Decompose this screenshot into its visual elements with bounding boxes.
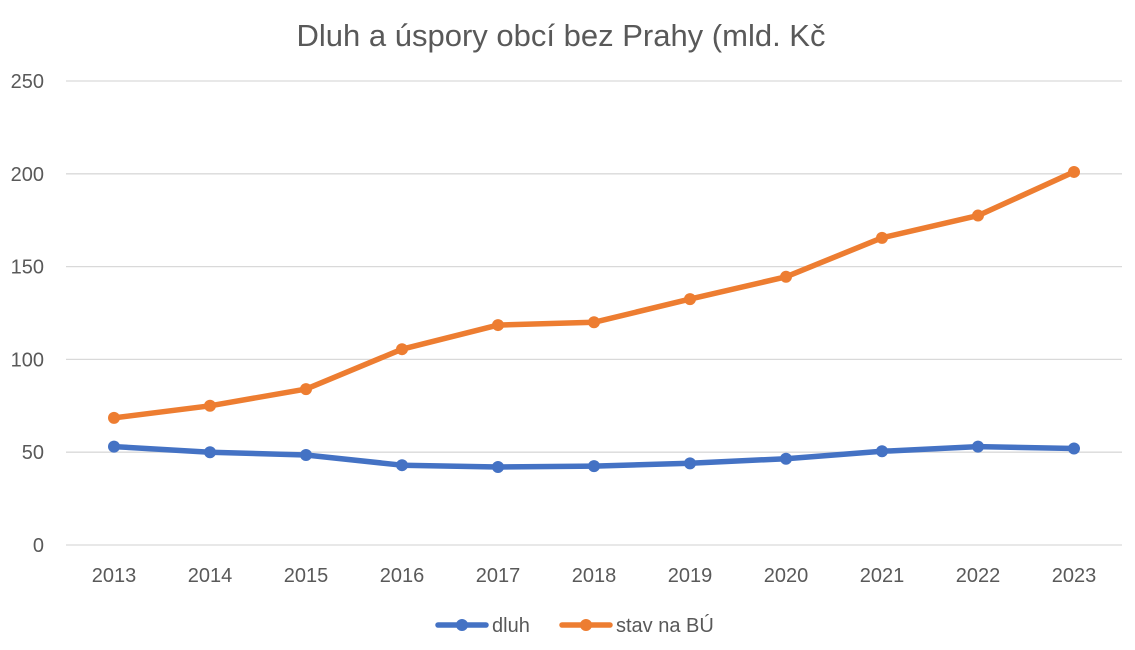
- data-point: [684, 457, 696, 470]
- y-axis-tick-labels: 0 50 100 150 200 250: [11, 71, 44, 557]
- data-point: [588, 316, 600, 329]
- data-point: [876, 445, 888, 458]
- x-tick-label: 2017: [476, 565, 521, 587]
- x-tick-label: 2018: [572, 565, 617, 587]
- legend-item: stav na BÚ: [559, 614, 714, 637]
- legend-label: dluh: [492, 615, 530, 637]
- data-point: [396, 459, 408, 472]
- y-tick-label: 50: [22, 442, 44, 464]
- data-point: [108, 411, 120, 424]
- data-point: [396, 343, 408, 356]
- data-point: [972, 440, 984, 453]
- data-point: [108, 440, 120, 453]
- y-tick-label: 250: [11, 71, 44, 93]
- data-point: [204, 399, 216, 412]
- x-tick-label: 2015: [284, 565, 329, 587]
- x-axis-tick-labels: 2013 2014 2015 2016 2017 2018 2019 2020 2021 2022…: [92, 565, 1097, 587]
- series-line: [111, 169, 1077, 421]
- data-point: [204, 446, 216, 459]
- x-tick-label: 2021: [860, 565, 905, 587]
- x-tick-label: 2014: [188, 565, 233, 587]
- legend-marker: [580, 619, 592, 631]
- data-point: [492, 319, 504, 332]
- x-tick-label: 2020: [764, 565, 809, 587]
- data-point: [300, 383, 312, 396]
- legend-marker: [456, 619, 468, 631]
- x-tick-label: 2019: [668, 565, 713, 587]
- data-point: [972, 209, 984, 222]
- x-tick-label: 2016: [380, 565, 425, 587]
- series-1: [108, 440, 1080, 474]
- data-point: [780, 270, 792, 283]
- legend-item: dluh: [435, 615, 530, 637]
- data-point: [684, 293, 696, 306]
- series-layer: [108, 165, 1080, 474]
- x-tick-label: 2022: [956, 565, 1001, 587]
- y-tick-label: 100: [11, 349, 44, 371]
- data-point: [588, 460, 600, 473]
- series-2: [108, 165, 1080, 424]
- data-point: [1068, 442, 1080, 455]
- gridlines: [66, 80, 1122, 546]
- x-tick-label: 2013: [92, 565, 137, 587]
- data-point: [876, 231, 888, 244]
- x-tick-label: 2023: [1052, 565, 1097, 587]
- legend-label: stav na BÚ: [616, 614, 714, 637]
- y-tick-label: 200: [11, 164, 44, 186]
- chart-title: Dluh a úspory obcí bez Prahy (mld. Kč: [297, 18, 826, 53]
- data-point: [1068, 165, 1080, 178]
- legend: dluh stav na BÚ: [435, 614, 714, 637]
- data-point: [492, 461, 504, 474]
- y-tick-label: 0: [33, 535, 44, 557]
- y-tick-label: 150: [11, 257, 44, 279]
- data-point: [300, 448, 312, 461]
- data-point: [780, 452, 792, 465]
